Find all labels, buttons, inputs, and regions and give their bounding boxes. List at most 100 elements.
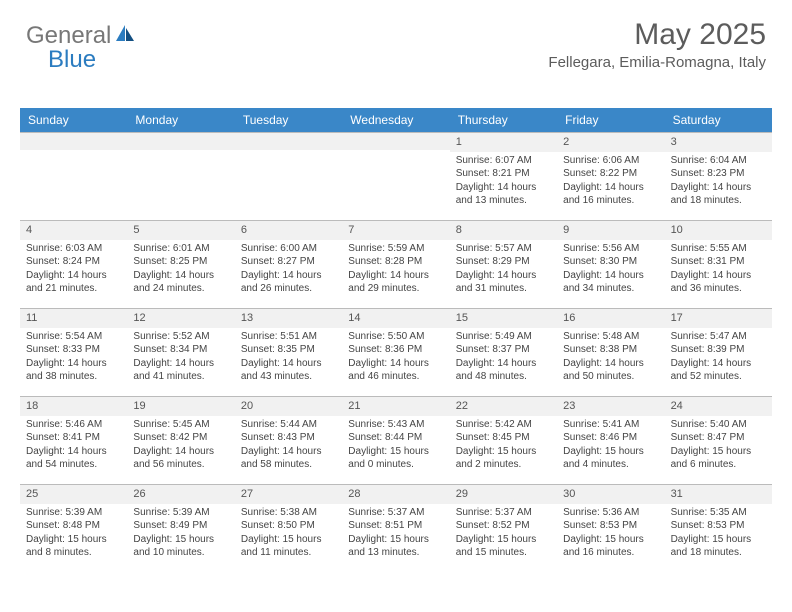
day-number: 21	[342, 397, 449, 416]
sunset-text: Sunset: 8:29 PM	[456, 255, 551, 269]
sunset-text: Sunset: 8:30 PM	[563, 255, 658, 269]
calendar-cell: 14Sunrise: 5:50 AMSunset: 8:36 PMDayligh…	[342, 308, 449, 396]
daylight-text: Daylight: 14 hours and 58 minutes.	[241, 445, 336, 472]
sunrise-text: Sunrise: 5:57 AM	[456, 242, 551, 256]
daylight-text: Daylight: 15 hours and 6 minutes.	[671, 445, 766, 472]
calendar-cell: 11Sunrise: 5:54 AMSunset: 8:33 PMDayligh…	[20, 308, 127, 396]
sunrise-text: Sunrise: 5:54 AM	[26, 330, 121, 344]
day-number: 27	[235, 485, 342, 504]
sunset-text: Sunset: 8:47 PM	[671, 431, 766, 445]
calendar-cell: 4Sunrise: 6:03 AMSunset: 8:24 PMDaylight…	[20, 220, 127, 308]
daylight-text: Daylight: 14 hours and 52 minutes.	[671, 357, 766, 384]
calendar-cell: 21Sunrise: 5:43 AMSunset: 8:44 PMDayligh…	[342, 396, 449, 484]
sunset-text: Sunset: 8:41 PM	[26, 431, 121, 445]
calendar-cell: 2Sunrise: 6:06 AMSunset: 8:22 PMDaylight…	[557, 132, 664, 220]
day-number: 28	[342, 485, 449, 504]
calendar-cell	[235, 132, 342, 220]
calendar-cell: 10Sunrise: 5:55 AMSunset: 8:31 PMDayligh…	[665, 220, 772, 308]
calendar-cell: 20Sunrise: 5:44 AMSunset: 8:43 PMDayligh…	[235, 396, 342, 484]
calendar-cell: 16Sunrise: 5:48 AMSunset: 8:38 PMDayligh…	[557, 308, 664, 396]
calendar-cell	[127, 132, 234, 220]
sunrise-text: Sunrise: 5:36 AM	[563, 506, 658, 520]
sunset-text: Sunset: 8:42 PM	[133, 431, 228, 445]
calendar-cell: 29Sunrise: 5:37 AMSunset: 8:52 PMDayligh…	[450, 484, 557, 572]
day-number: 19	[127, 397, 234, 416]
calendar-cell: 22Sunrise: 5:42 AMSunset: 8:45 PMDayligh…	[450, 396, 557, 484]
sunset-text: Sunset: 8:43 PM	[241, 431, 336, 445]
sunrise-text: Sunrise: 6:01 AM	[133, 242, 228, 256]
daylight-text: Daylight: 14 hours and 34 minutes.	[563, 269, 658, 296]
day-number	[20, 133, 127, 150]
sunrise-text: Sunrise: 5:43 AM	[348, 418, 443, 432]
day-number: 17	[665, 309, 772, 328]
daylight-text: Daylight: 14 hours and 16 minutes.	[563, 181, 658, 208]
calendar-cell: 31 Sunrise: 5:35 AMSunset: 8:53 PMDayligh…	[665, 484, 772, 572]
daylight-text: Daylight: 14 hours and 36 minutes.	[671, 269, 766, 296]
brand-text-2: Blue	[48, 46, 96, 74]
sunset-text: Sunset: 8:45 PM	[456, 431, 551, 445]
day-number: 20	[235, 397, 342, 416]
daylight-text: Daylight: 14 hours and 31 minutes.	[456, 269, 551, 296]
sunrise-text: Sunrise: 5:38 AM	[241, 506, 336, 520]
sail-icon	[111, 22, 136, 50]
calendar-cell	[342, 132, 449, 220]
sunset-text: Sunset: 8:34 PM	[133, 343, 228, 357]
sunrise-text: Sunrise: 5:51 AM	[241, 330, 336, 344]
daylight-text: Daylight: 15 hours and 16 minutes.	[563, 533, 658, 560]
day-number: 15	[450, 309, 557, 328]
sunrise-text: Sunrise: 6:06 AM	[563, 154, 658, 168]
daylight-text: Daylight: 14 hours and 43 minutes.	[241, 357, 336, 384]
daylight-text: Daylight: 14 hours and 56 minutes.	[133, 445, 228, 472]
sunrise-text: Sunrise: 5:37 AM	[456, 506, 551, 520]
sunrise-text: Sunrise: 5:41 AM	[563, 418, 658, 432]
sunset-text: Sunset: 8:37 PM	[456, 343, 551, 357]
sunrise-text: Sunrise: 6:03 AM	[26, 242, 121, 256]
sunrise-text: Sunrise: 5:35 AM	[671, 506, 766, 520]
day-number: 3	[665, 133, 772, 152]
month-title: May 2025	[548, 18, 766, 52]
calendar-cell: 27Sunrise: 5:38 AMSunset: 8:50 PMDayligh…	[235, 484, 342, 572]
daylight-text: Daylight: 15 hours and 18 minutes.	[671, 533, 766, 560]
daylight-text: Daylight: 14 hours and 48 minutes.	[456, 357, 551, 384]
day-header: Saturday	[665, 108, 772, 132]
sunrise-text: Sunrise: 5:50 AM	[348, 330, 443, 344]
calendar-cell: 3Sunrise: 6:04 AMSunset: 8:23 PMDaylight…	[665, 132, 772, 220]
sunset-text: Sunset: 8:51 PM	[348, 519, 443, 533]
sunset-text: Sunset: 8:35 PM	[241, 343, 336, 357]
day-number: 23	[557, 397, 664, 416]
sunset-text: Sunset: 8:53 PM	[671, 519, 766, 533]
day-number: 11	[20, 309, 127, 328]
day-number: 8	[450, 221, 557, 240]
day-number: 1	[450, 133, 557, 152]
sunrise-text: Sunrise: 5:49 AM	[456, 330, 551, 344]
daylight-text: Daylight: 14 hours and 50 minutes.	[563, 357, 658, 384]
sunrise-text: Sunrise: 5:55 AM	[671, 242, 766, 256]
sunrise-text: Sunrise: 5:47 AM	[671, 330, 766, 344]
sunrise-text: Sunrise: 6:00 AM	[241, 242, 336, 256]
sunrise-text: Sunrise: 5:37 AM	[348, 506, 443, 520]
daylight-text: Daylight: 15 hours and 15 minutes.	[456, 533, 551, 560]
calendar-cell: 5Sunrise: 6:01 AMSunset: 8:25 PMDaylight…	[127, 220, 234, 308]
day-number: 10	[665, 221, 772, 240]
day-number: 30	[557, 485, 664, 504]
sunset-text: Sunset: 8:22 PM	[563, 167, 658, 181]
day-header: Thursday	[450, 108, 557, 132]
calendar-cell: 12Sunrise: 5:52 AMSunset: 8:34 PMDayligh…	[127, 308, 234, 396]
day-number: 31	[665, 485, 772, 504]
sunrise-text: Sunrise: 5:42 AM	[456, 418, 551, 432]
day-number: 5	[127, 221, 234, 240]
calendar-cell: 30 Sunrise: 5:36 AMSunset: 8:53 PMDayligh…	[557, 484, 664, 572]
day-number: 4	[20, 221, 127, 240]
sunrise-text: Sunrise: 5:59 AM	[348, 242, 443, 256]
sunset-text: Sunset: 8:21 PM	[456, 167, 551, 181]
day-number: 29	[450, 485, 557, 504]
day-header: Friday	[557, 108, 664, 132]
daylight-text: Daylight: 14 hours and 24 minutes.	[133, 269, 228, 296]
sunrise-text: Sunrise: 5:56 AM	[563, 242, 658, 256]
sunrise-text: Sunrise: 6:07 AM	[456, 154, 551, 168]
sunrise-text: Sunrise: 5:48 AM	[563, 330, 658, 344]
sunset-text: Sunset: 8:53 PM	[563, 519, 658, 533]
day-number: 12	[127, 309, 234, 328]
daylight-text: Daylight: 15 hours and 10 minutes.	[133, 533, 228, 560]
sunset-text: Sunset: 8:38 PM	[563, 343, 658, 357]
